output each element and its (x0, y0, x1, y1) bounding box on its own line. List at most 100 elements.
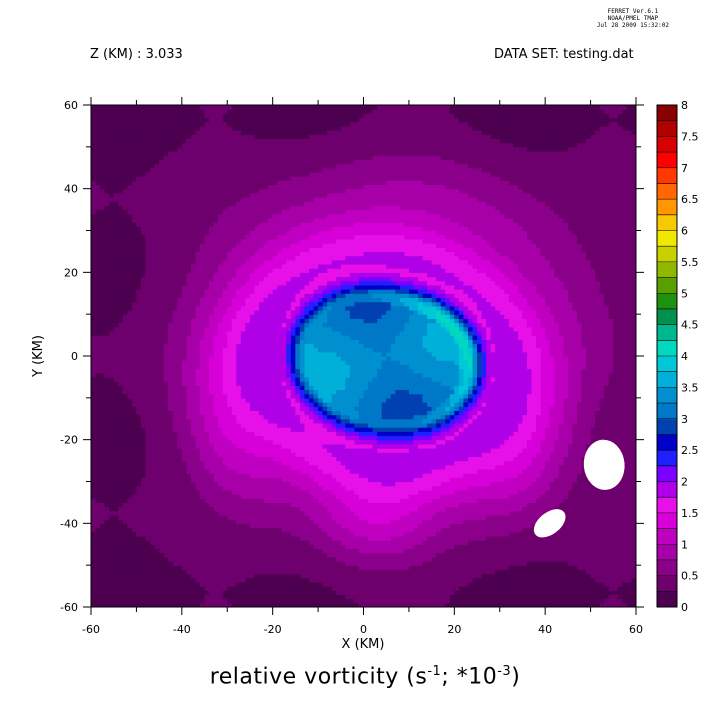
field-cell (190, 389, 197, 395)
field-cell (231, 146, 237, 152)
field-cell (186, 364, 192, 370)
field-cell (240, 552, 247, 558)
field-cell (200, 389, 206, 395)
field-cell (100, 243, 106, 248)
field-cell (95, 163, 101, 169)
field-cell (131, 146, 138, 152)
field-cell (145, 335, 151, 340)
field-cell (200, 590, 206, 596)
field-cell (186, 201, 192, 206)
field-cell (186, 381, 192, 386)
field-cell (186, 527, 192, 533)
field-cell (172, 452, 178, 457)
field-cell (259, 556, 265, 562)
field-cell (163, 280, 169, 286)
field-cell (177, 268, 183, 273)
field-cell (100, 293, 106, 299)
field-cell (104, 594, 110, 600)
field-cell (240, 251, 247, 257)
field-cell (109, 142, 115, 148)
field-cell (181, 117, 187, 123)
field-cell (140, 460, 147, 466)
field-cell (200, 226, 206, 232)
field-cell (263, 234, 269, 240)
field-cell (181, 105, 187, 110)
field-cell (109, 602, 115, 607)
field-cell (186, 113, 192, 119)
field-cell (181, 456, 187, 462)
field-cell (109, 180, 115, 186)
field-cell (113, 289, 119, 294)
field-cell (177, 481, 183, 487)
field-cell (154, 506, 160, 512)
field-cell (249, 356, 256, 361)
field-cell (172, 326, 178, 332)
field-cell (150, 117, 156, 123)
field-cell (254, 251, 260, 257)
field-cell (200, 134, 206, 140)
field-cell (127, 243, 133, 248)
field-cell (100, 314, 106, 319)
field-cell (268, 201, 274, 206)
field-cell (209, 293, 215, 299)
field-cell (177, 238, 183, 244)
field-cell (150, 138, 156, 144)
field-cell (172, 560, 178, 566)
field-cell (227, 322, 233, 328)
field-cell (127, 192, 133, 198)
field-cell (109, 251, 115, 257)
field-cell (140, 494, 147, 499)
field-cell (91, 356, 97, 361)
field-cell (163, 301, 169, 307)
field-cell (131, 410, 138, 416)
field-cell (113, 435, 119, 441)
field-cell (254, 498, 260, 504)
field-cell (200, 356, 206, 361)
field-cell (249, 485, 256, 491)
field-cell (168, 146, 174, 152)
field-cell (95, 251, 101, 257)
field-cell (240, 523, 247, 529)
field-cell (100, 397, 106, 403)
field-cell (259, 289, 265, 294)
field-cell (236, 514, 242, 520)
field-cell (172, 335, 178, 340)
field-cell (136, 427, 142, 432)
field-cell (109, 201, 115, 206)
field-cell (200, 498, 206, 504)
field-cell (113, 238, 119, 244)
field-cell (200, 406, 206, 411)
field-cell (268, 263, 274, 269)
field-cell (227, 226, 233, 232)
field-cell (195, 301, 201, 307)
field-cell (240, 197, 247, 202)
field-cell (140, 364, 147, 370)
field-cell (181, 489, 187, 495)
field-cell (204, 573, 210, 579)
field-cell (150, 347, 156, 353)
field-cell (204, 527, 210, 533)
field-cell (118, 360, 124, 365)
field-cell (95, 560, 101, 566)
field-cell (200, 565, 206, 570)
field-cell (204, 238, 210, 244)
field-cell (150, 485, 156, 491)
field-cell (268, 577, 274, 583)
field-cell (140, 163, 147, 169)
field-cell (91, 217, 97, 223)
field-cell (227, 510, 233, 516)
field-cell (113, 510, 119, 516)
field-cell (204, 364, 210, 370)
field-cell (259, 138, 265, 144)
field-cell (254, 560, 260, 566)
field-cell (181, 272, 187, 278)
field-cell (254, 527, 260, 533)
field-cell (154, 243, 160, 248)
field-cell (245, 305, 251, 311)
field-cell (213, 259, 219, 265)
field-cell (268, 393, 274, 399)
field-cell (200, 184, 206, 190)
field-cell (122, 351, 128, 357)
field-cell (150, 121, 156, 127)
field-cell (204, 263, 210, 269)
